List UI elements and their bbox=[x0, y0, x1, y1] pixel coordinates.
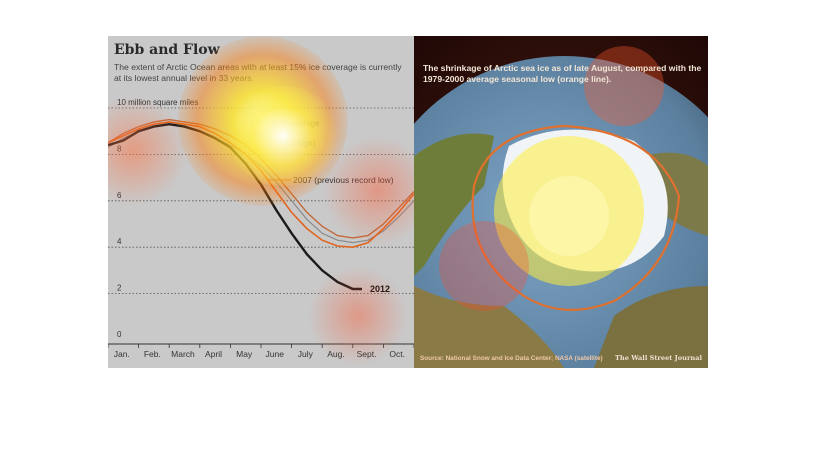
satellite-map-panel: The shrinkage of Arctic sea ice as of la… bbox=[414, 36, 708, 368]
series-line-2012 bbox=[108, 122, 362, 291]
y-tick-label: 8 bbox=[117, 144, 122, 153]
y-tick-label: 6 bbox=[117, 191, 122, 200]
series-label-2012: 2012 bbox=[370, 284, 390, 294]
map-caption: The shrinkage of Arctic sea ice as of la… bbox=[423, 63, 702, 84]
x-tick-label: Sept. bbox=[357, 349, 377, 359]
infographic: Ebb and Flow The extent of Arctic Ocean … bbox=[108, 36, 708, 368]
x-tick-label: May bbox=[236, 349, 253, 359]
x-tick-label: April bbox=[205, 349, 222, 359]
x-tick-label: March bbox=[171, 349, 195, 359]
x-tick-label: Aug. bbox=[327, 349, 345, 359]
x-tick-label: Feb. bbox=[144, 349, 161, 359]
y-tick-label: 2 bbox=[117, 284, 122, 293]
source-note: Source: National Snow and Ice Data Cente… bbox=[420, 355, 603, 362]
y-tick-label: 4 bbox=[117, 237, 122, 246]
series-label-2007: 2007 (previous record low) bbox=[293, 175, 394, 185]
arctic-globe bbox=[414, 36, 708, 368]
sea-ice-line-chart: 0 2 4 6 8 10 million square miles Jan. Feb. Marc… bbox=[108, 98, 414, 359]
y-tick-label: 0 bbox=[117, 330, 122, 339]
publication-credit: The Wall Street Journal bbox=[615, 354, 702, 362]
series-label-avg: 1979-2000 average bbox=[250, 119, 320, 128]
x-tick-label: Oct. bbox=[389, 349, 405, 359]
x-tick-label: Jan. bbox=[114, 349, 130, 359]
x-tick-label: June bbox=[266, 349, 285, 359]
series-label-high: (record high) bbox=[270, 139, 316, 148]
y-tick-label: 10 million square miles bbox=[117, 98, 198, 107]
x-tick-label: July bbox=[298, 349, 314, 359]
chart-panel: Ebb and Flow The extent of Arctic Ocean … bbox=[108, 36, 414, 368]
